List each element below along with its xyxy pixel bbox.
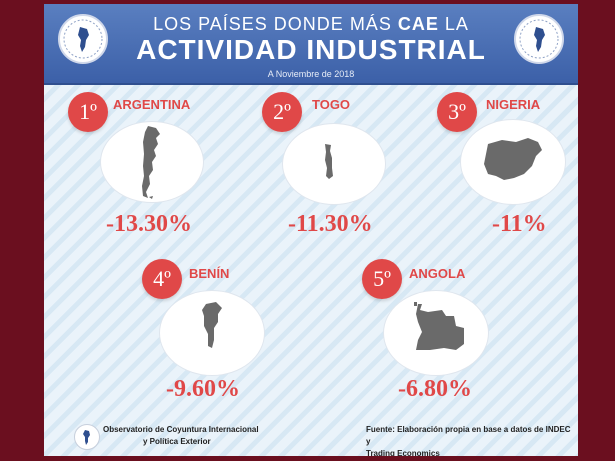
- rank-badge: 4º: [142, 259, 182, 299]
- title-line-1: LOS PAÍSES DONDE MÁS CAE LA: [44, 14, 578, 35]
- percent-value: -11%: [492, 211, 547, 237]
- country-name: ARGENTINA: [113, 97, 191, 112]
- org-line-1: Observatorio de Coyuntura Internacional: [103, 425, 259, 434]
- rank-badge: 3º: [437, 92, 477, 132]
- footer-organization: Observatorio de Coyuntura Internacional …: [103, 424, 303, 448]
- rank-badge: 2º: [262, 92, 302, 132]
- source-line-2: Trading Economics: [366, 449, 440, 456]
- percent-value: -13.30%: [106, 211, 192, 237]
- date-subtitle: A Noviembre de 2018: [267, 69, 355, 79]
- observatory-seal-icon: [58, 14, 108, 64]
- title-post: LA: [444, 14, 469, 34]
- header-banner: LOS PAÍSES DONDE MÁS CAE LA ACTIVIDAD IN…: [44, 4, 578, 85]
- observatory-seal-icon: [514, 14, 564, 64]
- country-name: ANGOLA: [409, 266, 466, 281]
- title-bold: CAE: [397, 14, 439, 34]
- map-circle: [283, 124, 385, 204]
- angola-map-icon: [414, 302, 464, 350]
- argentina-map-icon: [142, 126, 160, 199]
- nigeria-map-icon: [484, 138, 542, 180]
- percent-value: -11.30%: [288, 211, 373, 237]
- rank-badge: 1º: [68, 92, 108, 132]
- country-name: BENÍN: [189, 266, 230, 281]
- observatory-logo-icon: [74, 424, 100, 450]
- percent-value: -9.60%: [166, 376, 240, 402]
- country-name: NIGERIA: [486, 97, 541, 112]
- source-line-1: Fuente: Elaboración propia en base a dat…: [366, 425, 571, 446]
- percent-value: -6.80%: [398, 376, 472, 402]
- footer-source: Fuente: Elaboración propia en base a dat…: [366, 424, 576, 456]
- page-title: ACTIVIDAD INDUSTRIAL: [136, 34, 486, 65]
- togo-map-icon: [325, 144, 333, 179]
- benin-map-icon: [202, 302, 222, 348]
- country-name: TOGO: [312, 97, 351, 112]
- title-pre: LOS PAÍSES DONDE MÁS: [153, 14, 392, 34]
- infographic-card: LOS PAÍSES DONDE MÁS CAE LA ACTIVIDAD IN…: [44, 4, 578, 456]
- rank-badge: 5º: [362, 259, 402, 299]
- org-line-2: y Política Exterior: [143, 437, 211, 446]
